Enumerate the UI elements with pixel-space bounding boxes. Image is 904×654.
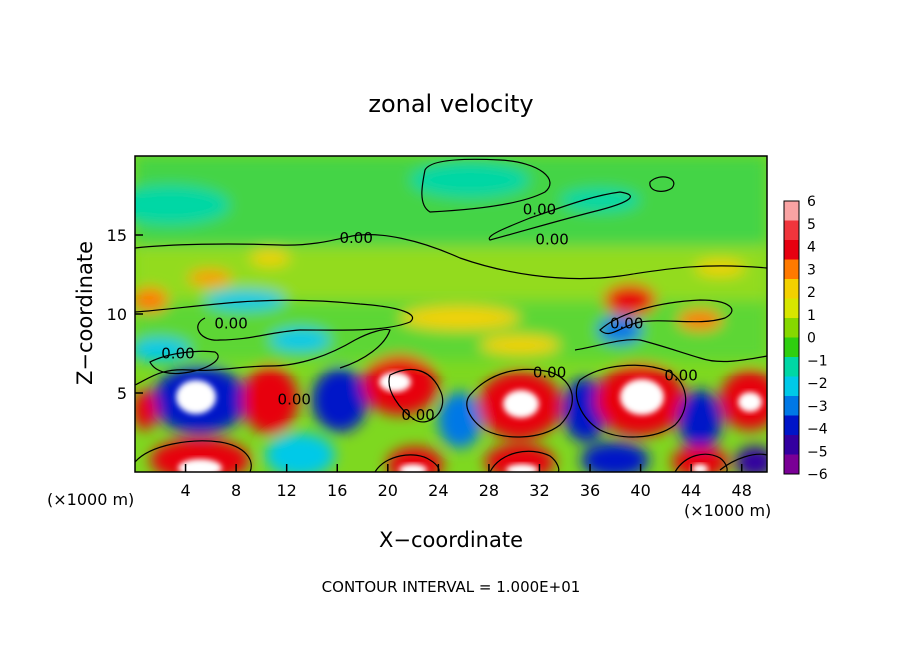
x-unit-right: (×1000 m) bbox=[684, 501, 771, 520]
contour-value-label: 0.00 bbox=[664, 367, 697, 385]
contour-line bbox=[574, 339, 767, 363]
contour-line bbox=[489, 450, 560, 472]
contour-line bbox=[421, 158, 551, 213]
colorbar-label: 0 bbox=[807, 331, 816, 347]
x-tick-label: 4 bbox=[180, 481, 190, 500]
contour-value-label: 0.00 bbox=[339, 229, 372, 247]
colorbar-swatch bbox=[784, 318, 799, 338]
colorbar-swatch bbox=[784, 220, 799, 241]
colorbar-label: −3 bbox=[807, 399, 828, 415]
colorbar-label: 2 bbox=[807, 285, 816, 301]
colorbar-label: −5 bbox=[807, 444, 828, 460]
colorbar-swatch bbox=[784, 415, 799, 436]
x-tick-label: 48 bbox=[732, 481, 752, 500]
x-tick-label: 16 bbox=[327, 481, 347, 500]
x-axis: 4 8 12 16 20 24 28 32 36 40 44 48 bbox=[180, 464, 752, 500]
contour-line bbox=[388, 368, 444, 423]
contour-value-label: 0.00 bbox=[214, 314, 247, 332]
x-tick-label: 8 bbox=[231, 481, 241, 500]
colorbar-frame bbox=[783, 200, 800, 475]
x-tick-label: 24 bbox=[428, 481, 448, 500]
colorbar-label: 6 bbox=[807, 194, 816, 210]
colorbar-label: 3 bbox=[807, 262, 816, 278]
colorbar-label: 4 bbox=[807, 240, 816, 256]
contour-line bbox=[149, 350, 219, 375]
contour-value-label: 0.00 bbox=[278, 390, 311, 408]
contour-line bbox=[135, 234, 767, 280]
colorbar-label: −4 bbox=[807, 422, 828, 438]
colorbar-swatch bbox=[784, 201, 799, 221]
colorbar-swatch bbox=[784, 337, 799, 358]
x-tick-label: 12 bbox=[277, 481, 297, 500]
contour-value-label: 0.00 bbox=[610, 314, 643, 332]
zero-contours bbox=[135, 158, 767, 472]
x-tick-label: 20 bbox=[378, 481, 398, 500]
contour-line bbox=[599, 299, 733, 335]
x-tick-label: 40 bbox=[630, 481, 650, 500]
contour-line bbox=[674, 453, 728, 472]
x-tick-label: 28 bbox=[479, 481, 499, 500]
y-tick-label: 15 bbox=[107, 226, 127, 245]
contour-line bbox=[488, 191, 631, 241]
chart-title: zonal velocity bbox=[368, 90, 533, 118]
colorbar-swatch bbox=[784, 376, 799, 397]
contour-value-label: 0.00 bbox=[535, 231, 568, 249]
colorbar-swatch bbox=[784, 454, 799, 475]
y-tick-label: 5 bbox=[117, 384, 127, 403]
colorbar-swatch bbox=[784, 435, 799, 455]
contour-line bbox=[135, 299, 413, 341]
x-tick-label: 32 bbox=[529, 481, 549, 500]
contour-value-label: 0.00 bbox=[533, 363, 566, 381]
colorbar-label: 1 bbox=[807, 308, 816, 324]
colorbar-swatch bbox=[784, 240, 799, 260]
x-tick-label: 44 bbox=[681, 481, 701, 500]
contour-line bbox=[466, 368, 573, 438]
x-tick-label: 36 bbox=[580, 481, 600, 500]
y-axis: 5 10 15 bbox=[107, 226, 143, 403]
velocity-field bbox=[135, 156, 767, 472]
colorbar-label: 5 bbox=[807, 217, 816, 233]
x-unit-left: (×1000 m) bbox=[47, 490, 134, 509]
contour-line bbox=[719, 453, 767, 471]
colorbar-swatch bbox=[784, 357, 799, 377]
colorbar-label: −2 bbox=[807, 376, 828, 392]
contour-line bbox=[649, 176, 675, 192]
contour-line bbox=[575, 364, 687, 438]
contour-value-label: 0.00 bbox=[523, 201, 556, 219]
contour-interval-note: CONTOUR INTERVAL = 1.000E+01 bbox=[322, 578, 581, 596]
colorbar: 6 5 4 3 2 1 0 −1 −2 −3 −4 −5 −6 bbox=[783, 194, 828, 483]
y-tick-label: 10 bbox=[107, 305, 127, 324]
colorbar-label: −1 bbox=[807, 353, 828, 369]
colorbar-swatch bbox=[784, 298, 799, 319]
contour-value-label: 0.00 bbox=[161, 345, 194, 363]
contour-line bbox=[135, 328, 391, 386]
y-axis-label: Z−coordinate bbox=[73, 241, 97, 385]
contour-labels: 0.00 0.00 0.00 0.00 0.00 0.00 0.00 0.00 0.00 0.00 bbox=[161, 201, 697, 424]
x-axis-label: X−coordinate bbox=[379, 528, 523, 552]
colorbar-label: −6 bbox=[807, 467, 828, 483]
colorbar-swatch bbox=[784, 396, 799, 416]
colorbar-swatch bbox=[784, 259, 799, 280]
contour-line bbox=[135, 440, 252, 472]
colorbar-swatch bbox=[784, 279, 799, 299]
contour-value-label: 0.00 bbox=[401, 406, 434, 424]
